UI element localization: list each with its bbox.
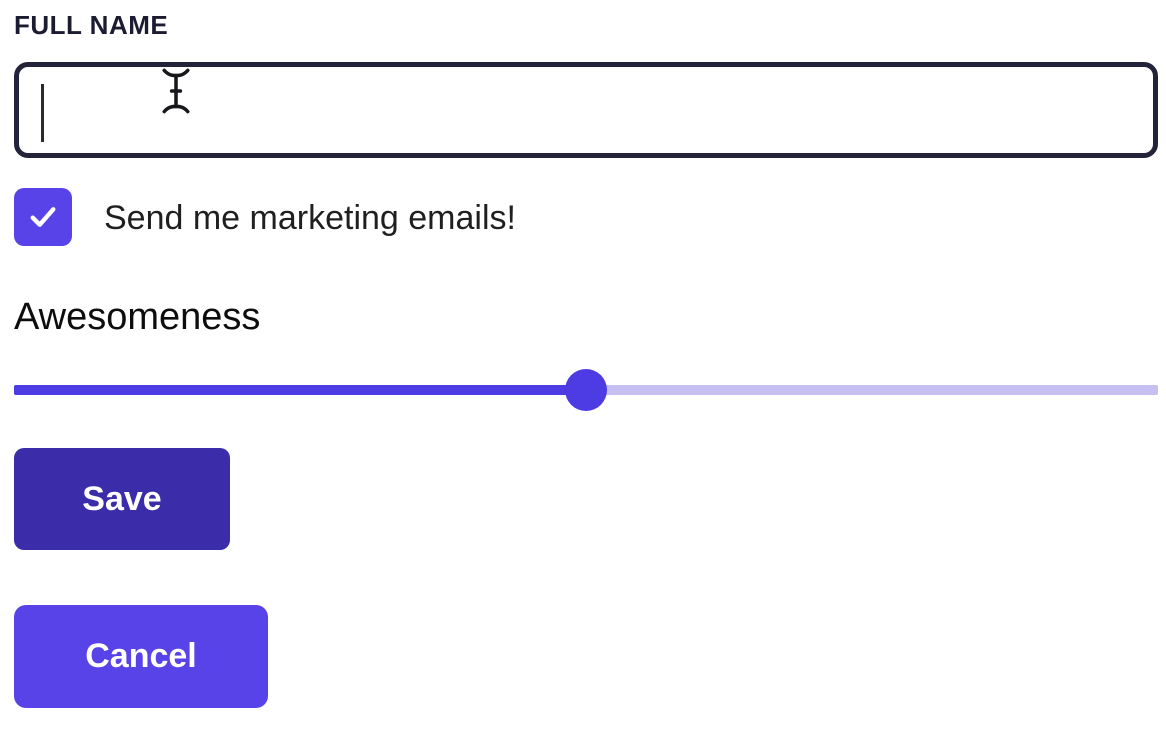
awesomeness-slider[interactable] — [14, 369, 1158, 411]
full-name-label: FULL NAME — [14, 10, 169, 40]
save-button[interactable]: Save — [14, 448, 230, 550]
awesomeness-slider-label: Awesomeness — [14, 296, 261, 338]
full-name-input[interactable] — [14, 62, 1158, 158]
text-caret — [41, 84, 44, 142]
slider-thumb[interactable] — [565, 369, 607, 411]
checkmark-icon — [30, 207, 56, 227]
marketing-checkbox[interactable] — [14, 188, 72, 246]
cancel-button[interactable]: Cancel — [14, 605, 268, 708]
slider-fill — [14, 385, 586, 395]
marketing-checkbox-label[interactable]: Send me marketing emails! — [104, 199, 516, 237]
